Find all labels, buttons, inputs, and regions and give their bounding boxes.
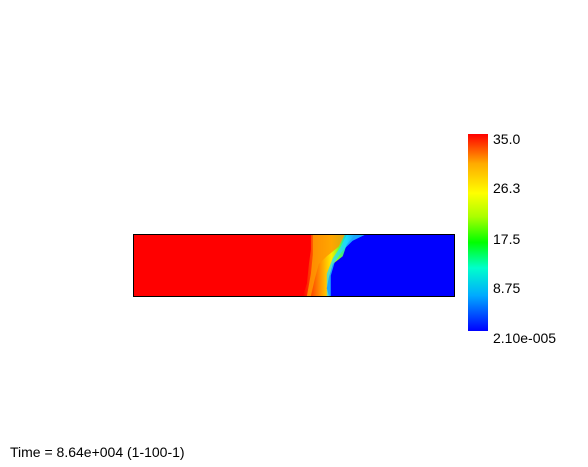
time-label: Time = 8.64e+004 (1-100-1): [10, 444, 185, 460]
contour-plot-svg: [134, 235, 454, 296]
front-cyan-streak: [326, 235, 365, 296]
front-orange-tongue: [306, 235, 345, 296]
colorbar-label-2: 26.3: [493, 180, 521, 196]
colorbar-label-min: 2.10e-005: [493, 330, 557, 346]
contour-plot: [133, 234, 455, 297]
colorbar-svg: [468, 134, 488, 331]
blue-region: [326, 235, 454, 296]
colorbar-label-max: 35.0: [493, 131, 521, 147]
colorbar-label-4: 8.75: [493, 280, 521, 296]
colorbar: [468, 134, 488, 331]
colorbar-label-3: 17.5: [493, 231, 521, 247]
